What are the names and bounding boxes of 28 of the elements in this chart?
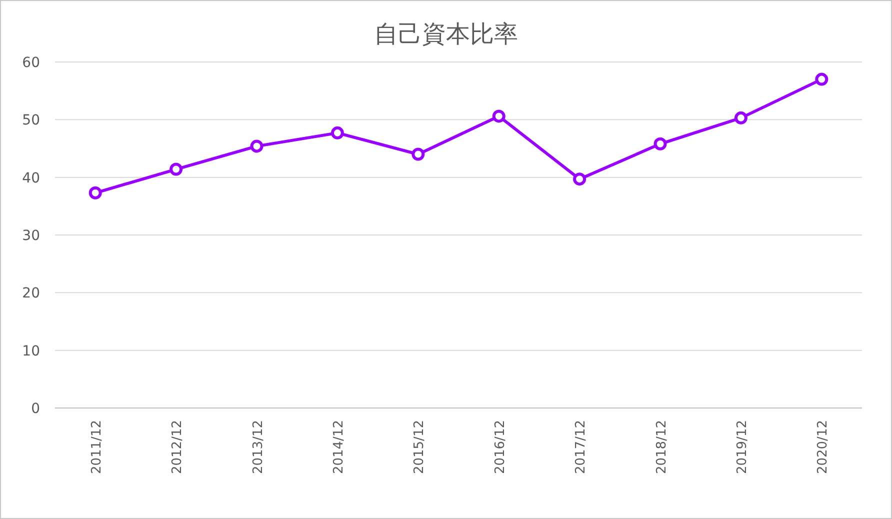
- point: [170, 162, 183, 176]
- x-tick-label: 2020/12: [816, 420, 831, 474]
- y-tick-label: 50: [22, 112, 40, 129]
- y-tick-label: 10: [22, 343, 40, 360]
- x-tick-label: 2017/12: [574, 420, 589, 474]
- x-tick-label: 2019/12: [734, 420, 750, 474]
- point: [573, 172, 586, 186]
- x-tick-label: 2015/12: [412, 420, 428, 474]
- x-tick-label: 2013/12: [250, 420, 266, 474]
- x-tick-label: 2012/12: [170, 420, 186, 474]
- chart-title: 自己資本比率: [374, 20, 518, 48]
- point: [250, 140, 264, 153]
- y-tick-label: 40: [22, 170, 40, 186]
- x-tick-label: 2011/12: [89, 420, 104, 474]
- point: [654, 137, 667, 150]
- y-tick-label: 20: [22, 286, 40, 302]
- point: [88, 186, 102, 200]
- y-tick-label: 0: [31, 401, 40, 417]
- x-tick-label: 2014/12: [331, 420, 346, 474]
- point: [412, 148, 425, 161]
- x-tick-label: 2018/12: [654, 420, 670, 474]
- point: [330, 126, 344, 140]
- x-tick-label: 2016/12: [492, 420, 508, 474]
- point: [815, 72, 828, 86]
- y-tick-label: 60: [22, 55, 40, 71]
- point: [734, 111, 748, 124]
- point: [492, 110, 506, 123]
- y-tick-label: 30: [22, 228, 40, 244]
